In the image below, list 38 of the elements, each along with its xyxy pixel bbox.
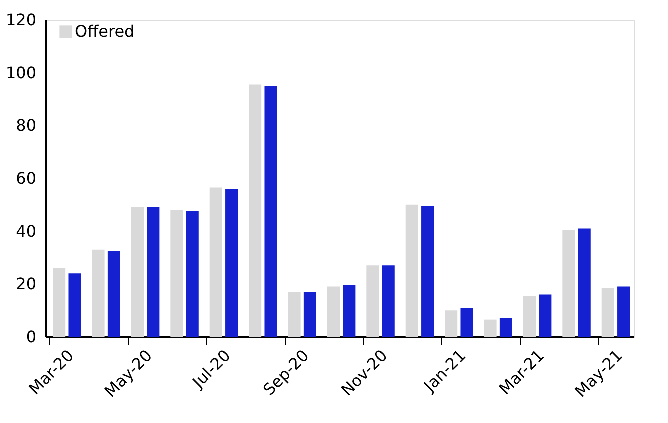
bar (406, 204, 418, 337)
bar (288, 292, 301, 337)
bar (500, 318, 512, 337)
y-tick-label: 20 (16, 274, 36, 294)
legend-label: Offered (75, 22, 135, 41)
bar (53, 268, 66, 337)
bar (147, 208, 160, 337)
bar (170, 210, 184, 337)
bar (343, 285, 356, 337)
bar (618, 286, 630, 337)
bar (539, 294, 552, 337)
bar (460, 308, 474, 337)
bar (264, 86, 278, 337)
bar (445, 310, 458, 337)
y-tick-label: 0 (26, 328, 36, 346)
bar (327, 286, 340, 337)
bar (366, 266, 380, 337)
bar (249, 84, 262, 337)
bar (422, 206, 434, 337)
bar (68, 274, 82, 337)
y-tick-label: 80 (16, 116, 36, 136)
bar (562, 230, 576, 337)
bar (108, 251, 120, 337)
bar (92, 250, 105, 337)
y-tick-label: 60 (16, 169, 36, 188)
bar (602, 288, 614, 337)
bar (484, 320, 497, 337)
bar (186, 212, 199, 337)
y-tick-label: 120 (6, 10, 36, 30)
y-tick-label: 40 (16, 222, 36, 241)
bar (226, 189, 238, 337)
bar (578, 228, 591, 337)
bar (523, 296, 536, 337)
bar (131, 208, 144, 337)
bar (210, 188, 222, 337)
bar (304, 292, 316, 337)
y-tick-label: 100 (6, 63, 36, 82)
bar (382, 266, 395, 337)
